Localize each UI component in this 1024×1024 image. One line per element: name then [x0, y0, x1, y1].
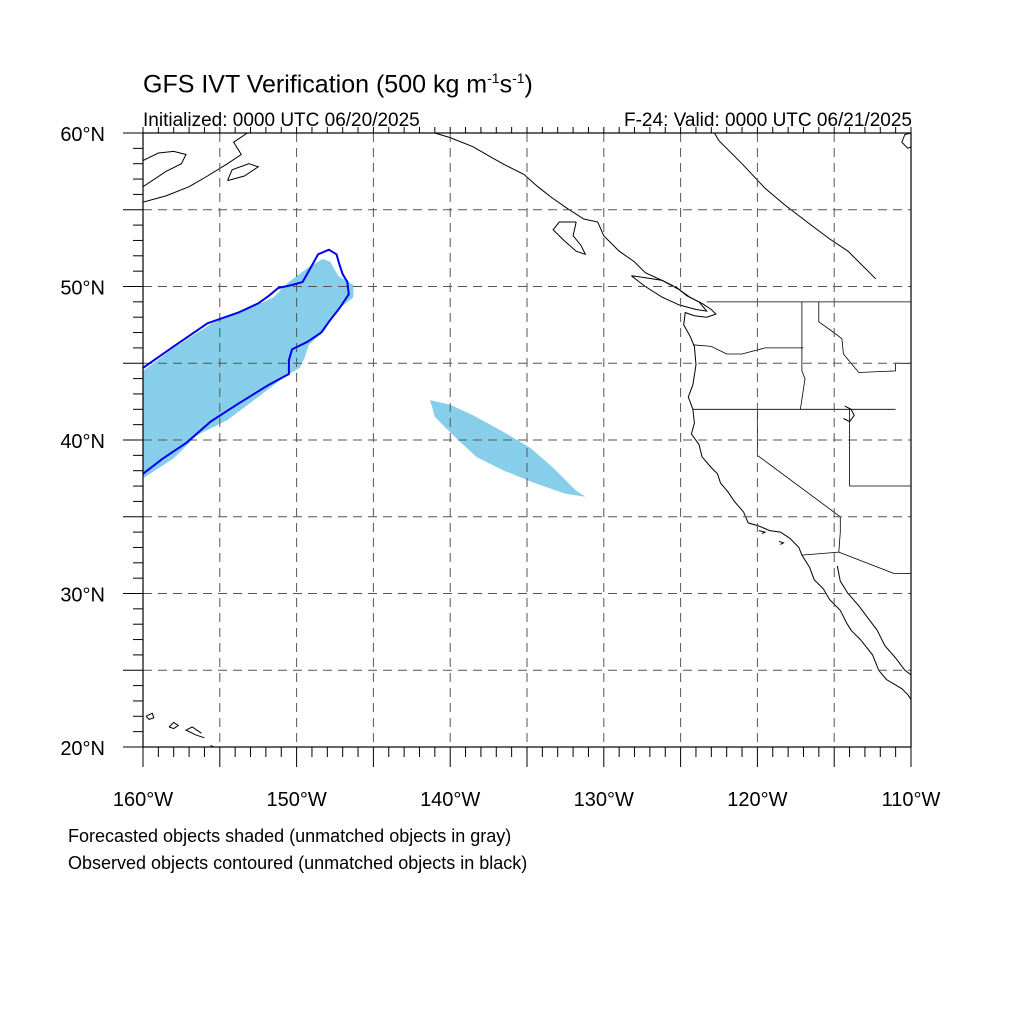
political-border	[838, 551, 911, 574]
coastline-segment	[184, 726, 205, 739]
political-border	[801, 551, 839, 556]
coastline-segment	[758, 530, 767, 535]
lat-tick-label: 60°N	[60, 124, 105, 146]
coastline-segment	[227, 163, 260, 182]
coastline-layer	[143, 133, 911, 747]
coastline-segment	[143, 133, 248, 203]
lat-tick-label: 50°N	[60, 278, 105, 300]
lon-tick-label: 160°W	[113, 789, 173, 811]
tick-marks-layer	[123, 127, 912, 767]
gridline-layer	[143, 133, 911, 747]
lon-tick-label: 120°W	[727, 789, 787, 811]
forecast-object-west	[143, 258, 354, 479]
coastline-segment	[778, 540, 785, 545]
tick-labels-layer: 160°W 150°W 140°W 130°W 120°W 110°W 20°N 30°N 40…	[60, 124, 940, 811]
coastline-segment	[434, 133, 911, 700]
note-forecast-shaded: Forecasted objects shaded (unmatched obj…	[68, 826, 512, 846]
coastline-segment	[901, 133, 911, 149]
political-border	[800, 301, 806, 410]
coastline-segment	[145, 712, 155, 720]
coastline-segment	[836, 565, 911, 676]
political-border	[849, 409, 911, 487]
valid-time-label: F-24: Valid: 0000 UTC 06/21/2025	[624, 110, 912, 131]
coastline-segment	[168, 721, 180, 730]
forecast-objects-layer	[143, 258, 586, 497]
note-observed-contoured: Observed objects contoured (unmatched ob…	[68, 853, 528, 873]
map-title: GFS IVT Verification (500 kg m-1s-1)	[143, 70, 533, 99]
lat-tick-label: 30°N	[60, 585, 105, 607]
lon-tick-label: 150°W	[266, 789, 326, 811]
political-border	[692, 344, 804, 355]
coastline-segment	[552, 221, 587, 256]
forecast-object-central	[430, 400, 586, 497]
lon-tick-label: 140°W	[420, 789, 480, 811]
coastline-segment	[713, 133, 877, 280]
observed-contour-west	[143, 248, 350, 475]
lat-tick-label: 20°N	[60, 738, 105, 760]
lon-tick-label: 110°W	[882, 789, 941, 811]
political-border	[818, 301, 911, 373]
lon-tick-label: 130°W	[574, 789, 634, 811]
coastline-segment	[843, 405, 855, 423]
coastline-segment	[143, 150, 187, 188]
initialized-time-label: Initialized: 0000 UTC 06/20/2025	[143, 110, 420, 131]
observed-objects-layer	[143, 248, 350, 475]
lat-tick-label: 40°N	[60, 431, 105, 453]
coastline-segment	[631, 275, 708, 312]
